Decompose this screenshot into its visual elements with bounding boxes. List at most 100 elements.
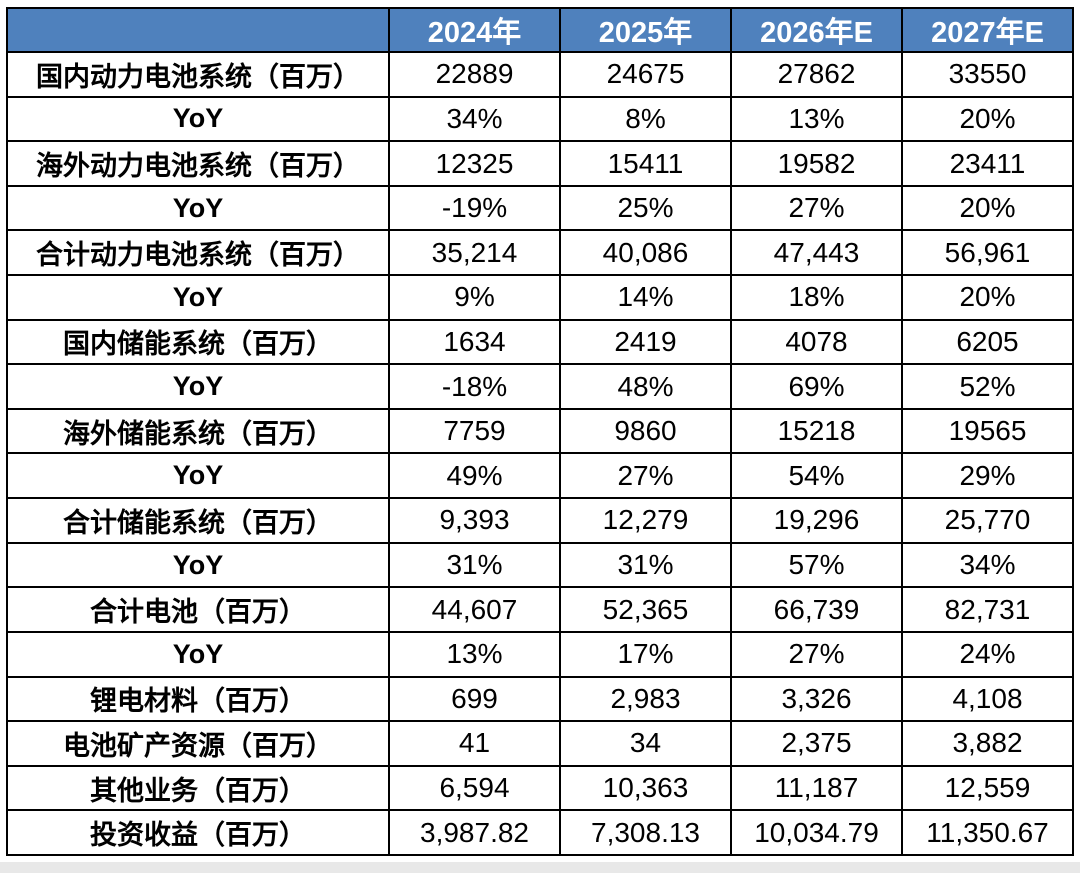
value-cell: 11,187 [730, 764, 903, 812]
value-cell: 52% [901, 363, 1074, 410]
yoy-row: YoY 9% 14% 18% 20% [6, 274, 1074, 321]
value-cell: 10,363 [559, 764, 732, 812]
value-cell: 34 [559, 720, 732, 767]
row-label: 锂电材料（百万） [6, 675, 390, 723]
bottom-margin-strip [0, 862, 1080, 873]
value-cell: 6,594 [388, 764, 561, 812]
value-cell: 25,770 [901, 497, 1074, 544]
corner-header-cell [6, 7, 390, 53]
value-cell: 3,882 [901, 720, 1074, 767]
row-label: 合计电池（百万） [6, 586, 390, 633]
value-cell: 27% [730, 630, 903, 678]
metric-row: 合计动力电池系统（百万） 35,214 40,086 47,443 56,961 [6, 229, 1074, 277]
row-label: 国内动力电池系统（百万） [6, 51, 390, 98]
yoy-row: YoY 34% 8% 13% 20% [6, 95, 1074, 143]
row-label: YoY [6, 274, 390, 321]
row-label: YoY [6, 184, 390, 232]
value-cell: 2,375 [730, 720, 903, 767]
metric-row: 国内储能系统（百万） 1634 2419 4078 6205 [6, 318, 1074, 366]
metric-row: 电池矿产资源（百万） 41 34 2,375 3,882 [6, 720, 1074, 767]
row-label: YoY [6, 630, 390, 678]
row-label: 其他业务（百万） [6, 764, 390, 812]
yoy-row: YoY -19% 25% 27% 20% [6, 184, 1074, 232]
value-cell: 20% [901, 184, 1074, 232]
value-cell: 27% [730, 184, 903, 232]
row-label: 投资收益（百万） [6, 809, 390, 856]
value-cell: 69% [730, 363, 903, 410]
value-cell: 699 [388, 675, 561, 723]
value-cell: 3,326 [730, 675, 903, 723]
value-cell: 10,034.79 [730, 809, 903, 856]
metric-row: 国内动力电池系统（百万） 22889 24675 27862 33550 [6, 51, 1074, 98]
row-label: 海外动力电池系统（百万） [6, 140, 390, 187]
value-cell: 82,731 [901, 586, 1074, 633]
value-cell: 49% [388, 452, 561, 500]
metric-row: 海外动力电池系统（百万） 12325 15411 19582 23411 [6, 140, 1074, 187]
value-cell: 19,296 [730, 497, 903, 544]
value-cell: 27862 [730, 51, 903, 98]
value-cell: 1634 [388, 318, 561, 366]
value-cell: 20% [901, 95, 1074, 143]
row-label: YoY [6, 95, 390, 143]
header-row: 2024年 2025年 2026年E 2027年E [6, 7, 1074, 53]
value-cell: -19% [388, 184, 561, 232]
value-cell: 66,739 [730, 586, 903, 633]
value-cell: 34% [388, 95, 561, 143]
row-label: 电池矿产资源（百万） [6, 720, 390, 767]
value-cell: 48% [559, 363, 732, 410]
value-cell: 7,308.13 [559, 809, 732, 856]
year-column-header: 2027年E [901, 7, 1074, 53]
value-cell: 52,365 [559, 586, 732, 633]
value-cell: 7759 [388, 407, 561, 455]
value-cell: 19565 [901, 407, 1074, 455]
metric-row: 其他业务（百万） 6,594 10,363 11,187 12,559 [6, 764, 1074, 812]
value-cell: 27% [559, 452, 732, 500]
value-cell: 15218 [730, 407, 903, 455]
table-header: 2024年 2025年 2026年E 2027年E [6, 7, 1074, 53]
value-cell: 31% [559, 541, 732, 589]
value-cell: 31% [388, 541, 561, 589]
year-column-header: 2024年 [388, 7, 561, 53]
value-cell: 44,607 [388, 586, 561, 633]
value-cell: -18% [388, 363, 561, 410]
value-cell: 57% [730, 541, 903, 589]
value-cell: 11,350.67 [901, 809, 1074, 856]
value-cell: 4,108 [901, 675, 1074, 723]
value-cell: 12,559 [901, 764, 1074, 812]
year-column-header: 2025年 [559, 7, 732, 53]
value-cell: 54% [730, 452, 903, 500]
value-cell: 13% [388, 630, 561, 678]
financial-forecast-table: 2024年 2025年 2026年E 2027年E 国内动力电池系统（百万） 22889… [6, 7, 1074, 856]
value-cell: 25% [559, 184, 732, 232]
yoy-row: YoY -18% 48% 69% 52% [6, 363, 1074, 410]
value-cell: 6205 [901, 318, 1074, 366]
row-label: YoY [6, 541, 390, 589]
value-cell: 33550 [901, 51, 1074, 98]
value-cell: 34% [901, 541, 1074, 589]
value-cell: 19582 [730, 140, 903, 187]
value-cell: 20% [901, 274, 1074, 321]
yoy-row: YoY 13% 17% 27% 24% [6, 630, 1074, 678]
value-cell: 47,443 [730, 229, 903, 277]
value-cell: 14% [559, 274, 732, 321]
value-cell: 2,983 [559, 675, 732, 723]
table-body: 国内动力电池系统（百万） 22889 24675 27862 33550 YoY 34% 8%… [6, 51, 1074, 856]
yoy-row: YoY 31% 31% 57% 34% [6, 541, 1074, 589]
yoy-row: YoY 49% 27% 54% 29% [6, 452, 1074, 500]
value-cell: 40,086 [559, 229, 732, 277]
row-label: YoY [6, 452, 390, 500]
value-cell: 9,393 [388, 497, 561, 544]
value-cell: 56,961 [901, 229, 1074, 277]
metric-row: 投资收益（百万） 3,987.82 7,308.13 10,034.79 11,350.… [6, 809, 1074, 856]
value-cell: 17% [559, 630, 732, 678]
value-cell: 18% [730, 274, 903, 321]
value-cell: 23411 [901, 140, 1074, 187]
row-label: 海外储能系统（百万） [6, 407, 390, 455]
value-cell: 24675 [559, 51, 732, 98]
metric-row: 锂电材料（百万） 699 2,983 3,326 4,108 [6, 675, 1074, 723]
row-label: 合计储能系统（百万） [6, 497, 390, 544]
value-cell: 35,214 [388, 229, 561, 277]
value-cell: 15411 [559, 140, 732, 187]
value-cell: 41 [388, 720, 561, 767]
